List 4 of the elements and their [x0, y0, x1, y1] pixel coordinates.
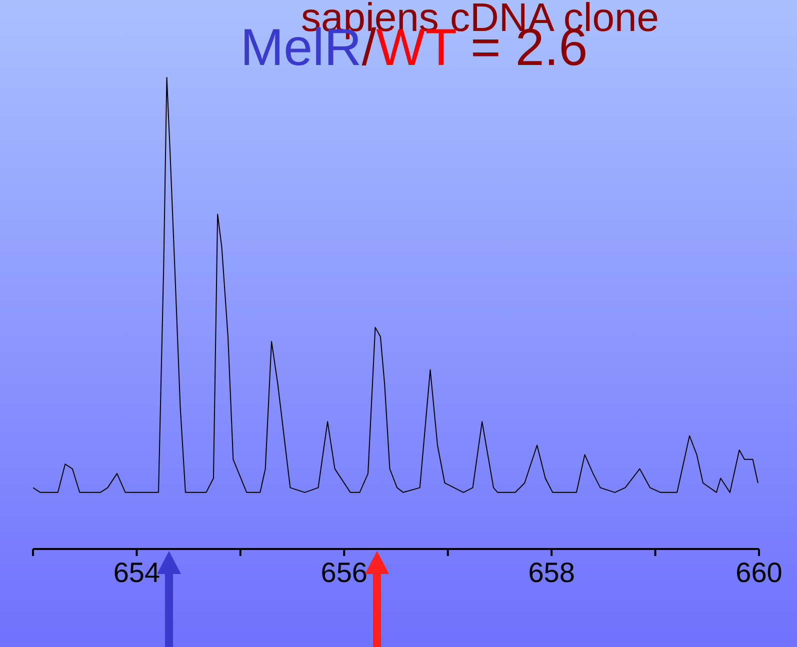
x-tick-label: 654 — [113, 556, 160, 588]
x-tick-label: 660 — [736, 556, 782, 588]
x-tick-label: 658 — [528, 556, 575, 588]
x-tick-label: 656 — [320, 556, 368, 588]
